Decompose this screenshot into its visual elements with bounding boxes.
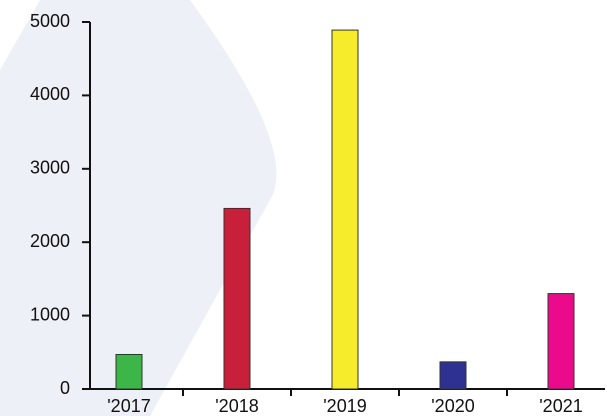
y-tick-label: 5000 (30, 11, 70, 31)
bar (115, 354, 143, 390)
background-shape (0, 0, 277, 416)
x-tick-label: '2019 (323, 396, 366, 416)
bar (547, 293, 575, 390)
bar (331, 29, 359, 390)
x-tick-label: '2020 (431, 396, 474, 416)
y-tick-label: 0 (60, 378, 70, 398)
y-tick-label: 3000 (30, 158, 70, 178)
y-tick-label: 2000 (30, 231, 70, 251)
bar (439, 361, 467, 390)
y-tick-label: 1000 (30, 304, 70, 324)
x-tick-label: '2017 (107, 396, 150, 416)
y-tick-label: 4000 (30, 84, 70, 104)
bar (223, 207, 251, 390)
x-tick-label: '2021 (539, 396, 582, 416)
x-tick-label: '2018 (215, 396, 258, 416)
